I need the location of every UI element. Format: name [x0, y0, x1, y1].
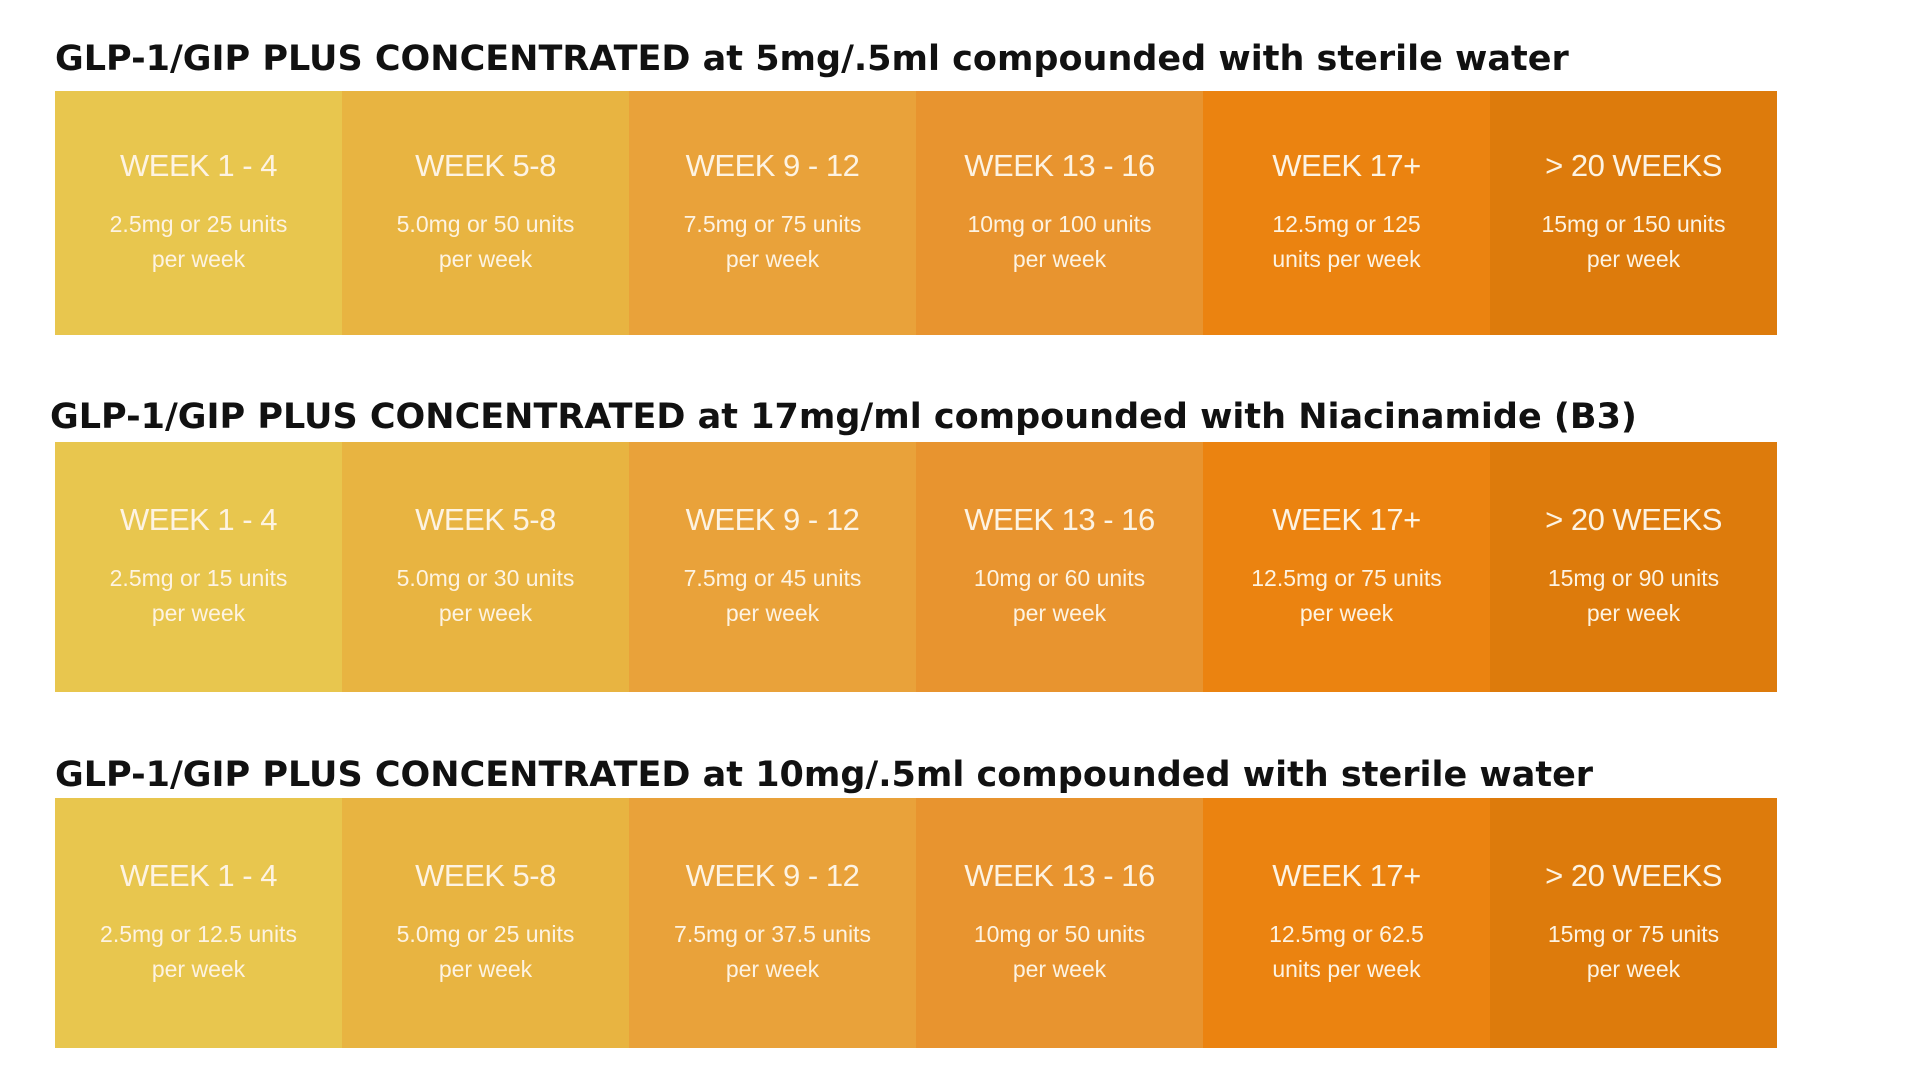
week-cell-2: WEEK 5-8 5.0mg or 30 units per week: [342, 442, 629, 692]
week-cell-6: > 20 WEEKS 15mg or 90 units per week: [1490, 442, 1777, 692]
dose-text: 2.5mg or 25 units per week: [109, 210, 288, 272]
dose-text: 2.5mg or 12.5 units per week: [100, 920, 297, 982]
week-label: WEEK 9 - 12: [685, 147, 860, 183]
week-label: WEEK 1 - 4: [120, 147, 277, 183]
week-label: WEEK 9 - 12: [685, 857, 860, 893]
section-title: GLP-1/GIP PLUS CONCENTRATED at 10mg/.5ml…: [55, 755, 1594, 795]
dose-text: 10mg or 50 units per week: [973, 920, 1146, 982]
week-label: WEEK 9 - 12: [685, 501, 860, 537]
section-title: GLP-1/GIP PLUS CONCENTRATED at 5mg/.5ml …: [55, 39, 1569, 79]
week-label: WEEK 5-8: [415, 857, 556, 893]
week-cell-5: WEEK 17+ 12.5mg or 125 units per week: [1203, 91, 1490, 335]
dose-text: 12.5mg or 62.5 units per week: [1269, 920, 1424, 982]
week-cell-2: WEEK 5-8 5.0mg or 50 units per week: [342, 91, 629, 335]
week-cell-4: WEEK 13 - 16 10mg or 100 units per week: [916, 91, 1203, 335]
week-cell-2: WEEK 5-8 5.0mg or 25 units per week: [342, 798, 629, 1048]
dose-text: 7.5mg or 75 units per week: [683, 210, 862, 272]
week-cell-3: WEEK 9 - 12 7.5mg or 37.5 units per week: [629, 798, 916, 1048]
week-label: > 20 WEEKS: [1545, 147, 1722, 183]
dose-text: 10mg or 60 units per week: [973, 564, 1146, 626]
week-label: WEEK 1 - 4: [120, 501, 277, 537]
dose-text: 2.5mg or 15 units per week: [109, 564, 288, 626]
dose-text: 12.5mg or 75 units per week: [1251, 564, 1442, 626]
dose-text: 10mg or 100 units per week: [967, 210, 1152, 272]
dosing-schedule-band: WEEK 1 - 4 2.5mg or 15 units per week WE…: [55, 442, 1777, 692]
week-cell-5: WEEK 17+ 12.5mg or 75 units per week: [1203, 442, 1490, 692]
dosing-schedule-band: WEEK 1 - 4 2.5mg or 25 units per week WE…: [55, 91, 1777, 335]
week-cell-3: WEEK 9 - 12 7.5mg or 45 units per week: [629, 442, 916, 692]
week-label: WEEK 17+: [1272, 857, 1421, 893]
week-cell-5: WEEK 17+ 12.5mg or 62.5 units per week: [1203, 798, 1490, 1048]
week-label: WEEK 1 - 4: [120, 857, 277, 893]
dose-text: 7.5mg or 37.5 units per week: [674, 920, 871, 982]
week-cell-1: WEEK 1 - 4 2.5mg or 25 units per week: [55, 91, 342, 335]
dose-text: 5.0mg or 50 units per week: [396, 210, 575, 272]
week-cell-4: WEEK 13 - 16 10mg or 50 units per week: [916, 798, 1203, 1048]
week-label: WEEK 5-8: [415, 501, 556, 537]
dose-text: 15mg or 75 units per week: [1547, 920, 1720, 982]
dose-text: 5.0mg or 30 units per week: [396, 564, 575, 626]
dose-text: 15mg or 90 units per week: [1547, 564, 1720, 626]
week-cell-1: WEEK 1 - 4 2.5mg or 15 units per week: [55, 442, 342, 692]
dose-text: 15mg or 150 units per week: [1541, 210, 1726, 272]
week-cell-1: WEEK 1 - 4 2.5mg or 12.5 units per week: [55, 798, 342, 1048]
week-cell-6: > 20 WEEKS 15mg or 75 units per week: [1490, 798, 1777, 1048]
week-label: WEEK 5-8: [415, 147, 556, 183]
dose-text: 5.0mg or 25 units per week: [396, 920, 575, 982]
dose-text: 7.5mg or 45 units per week: [683, 564, 862, 626]
week-label: WEEK 13 - 16: [964, 857, 1155, 893]
week-label: WEEK 13 - 16: [964, 147, 1155, 183]
week-label: > 20 WEEKS: [1545, 501, 1722, 537]
week-label: WEEK 17+: [1272, 501, 1421, 537]
week-cell-3: WEEK 9 - 12 7.5mg or 75 units per week: [629, 91, 916, 335]
week-label: WEEK 13 - 16: [964, 501, 1155, 537]
dosing-schedule-band: WEEK 1 - 4 2.5mg or 12.5 units per week …: [55, 798, 1777, 1048]
section-title: GLP-1/GIP PLUS CONCENTRATED at 17mg/ml c…: [50, 397, 1637, 437]
week-cell-6: > 20 WEEKS 15mg or 150 units per week: [1490, 91, 1777, 335]
dose-text: 12.5mg or 125 units per week: [1272, 210, 1421, 272]
week-label: > 20 WEEKS: [1545, 857, 1722, 893]
week-cell-4: WEEK 13 - 16 10mg or 60 units per week: [916, 442, 1203, 692]
week-label: WEEK 17+: [1272, 147, 1421, 183]
